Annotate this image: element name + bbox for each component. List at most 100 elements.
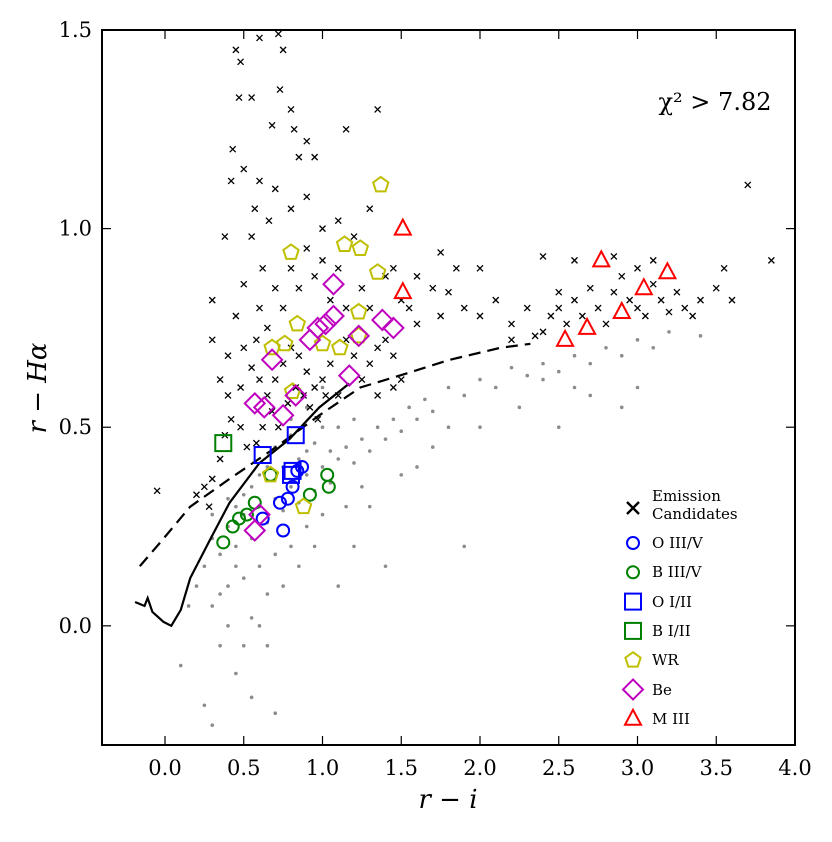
point [311,153,319,161]
point [374,344,382,352]
point [257,473,262,477]
point [252,439,260,447]
point [274,423,282,431]
point [399,429,404,433]
point [602,320,610,328]
x-tick-label: 0.0 [148,756,181,780]
point [248,94,256,101]
legend-symbol [626,536,640,550]
point [311,384,319,391]
point [271,284,279,292]
point [241,643,246,648]
point [331,338,349,356]
point [300,391,308,399]
point [248,364,256,372]
point [326,360,334,368]
point [281,584,285,588]
point [306,316,330,340]
legend-label: WR [652,651,679,670]
point [476,264,484,272]
legend-symbol [624,650,642,668]
point [478,377,482,382]
point [153,487,161,495]
point [226,584,230,588]
point [281,508,285,513]
y-tick-label: 1.0 [59,217,92,241]
point [367,504,372,509]
point [517,405,522,410]
point [572,353,577,358]
point [429,284,437,292]
point [326,296,334,304]
point [234,504,238,509]
point [366,304,374,312]
y-axis-label: r − Hα [23,342,53,433]
point [274,30,282,38]
point [720,264,728,272]
point [744,181,752,189]
point [235,94,243,101]
point [382,336,389,344]
point [210,604,215,608]
point [257,624,262,628]
point [218,592,222,596]
point [227,415,235,423]
point [446,385,451,390]
x-tick-label: 1.5 [385,756,418,780]
point [320,465,325,469]
x-axis-label: r − i [418,785,477,815]
point [610,252,618,260]
point [221,233,229,241]
point [208,475,216,483]
point [728,296,736,304]
point [588,361,593,366]
point [531,332,539,340]
point [260,348,284,372]
curve [134,382,350,628]
point [322,391,330,399]
point [273,711,278,716]
point [405,304,413,312]
point [214,434,233,453]
point [389,264,397,272]
point [243,519,267,542]
point [478,425,482,430]
point [415,465,419,469]
point [234,544,238,549]
point [216,455,224,463]
point [452,264,460,272]
legend-label: M III [652,709,690,728]
point [430,409,435,414]
point [208,336,216,344]
point [612,300,632,320]
point [681,304,689,312]
point [367,449,372,453]
point [634,304,641,312]
point [555,304,563,312]
point [248,233,256,241]
point [374,391,382,399]
point [619,405,624,410]
point [322,272,345,296]
x-tick-label: 2.0 [463,756,496,780]
point [673,288,681,296]
point [304,449,309,453]
point [276,523,291,538]
point [303,245,311,252]
point [351,239,370,256]
point [667,330,671,334]
point [237,423,245,431]
legend-label: O I/II [652,592,692,611]
point [397,376,405,384]
point [193,491,200,499]
point [265,643,270,648]
y-tick-label: 1.5 [59,18,92,42]
point [216,376,224,384]
point [279,46,287,54]
point [476,312,484,320]
point [205,503,213,511]
point [224,352,232,360]
point [279,304,287,312]
point [241,576,246,580]
point [604,345,608,350]
